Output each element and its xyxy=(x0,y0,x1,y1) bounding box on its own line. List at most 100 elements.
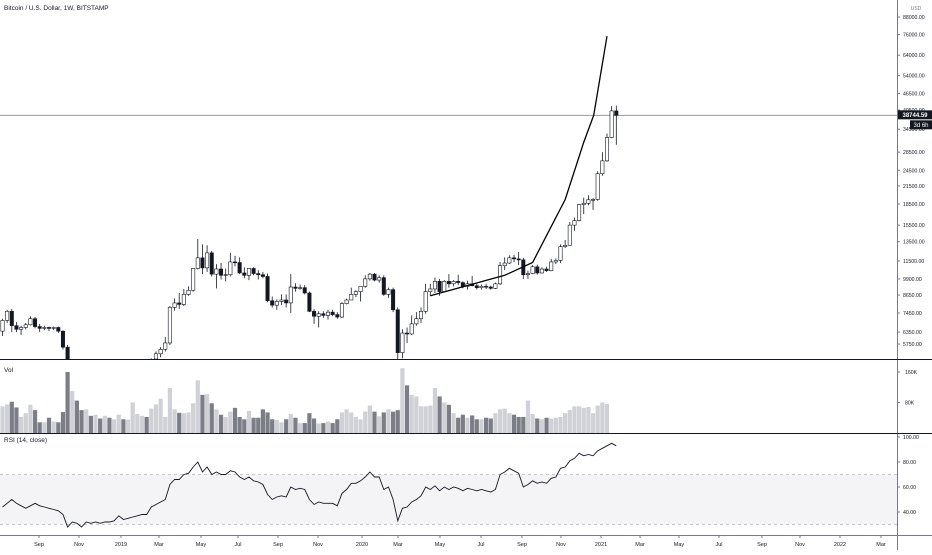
candle-body xyxy=(37,326,42,329)
candle-body xyxy=(163,342,168,350)
candle-body xyxy=(409,323,414,335)
candle-body xyxy=(572,220,577,226)
candle xyxy=(172,298,177,311)
candle xyxy=(335,312,340,319)
candle xyxy=(558,244,563,264)
candle xyxy=(65,345,70,360)
candle xyxy=(498,261,503,286)
candle-body xyxy=(423,291,428,312)
volume-bar xyxy=(177,412,182,433)
candle xyxy=(33,317,38,329)
candle xyxy=(205,245,210,272)
candle-body xyxy=(456,281,461,283)
candle-body xyxy=(614,110,619,116)
volume-bar xyxy=(205,394,210,433)
chart-title[interactable]: Bitcoin / U.S. Dollar, 1W, BITSTAMP xyxy=(4,5,109,12)
volume-bar xyxy=(232,407,238,433)
volume-bar xyxy=(153,404,159,433)
last-price-badge: 38744.59 3d 6h xyxy=(898,110,932,130)
volume-bar xyxy=(158,398,163,433)
volume-bar xyxy=(102,415,107,433)
volume-bar xyxy=(325,421,331,433)
candle xyxy=(284,294,289,308)
price-tick-label: 28500.00 xyxy=(903,150,925,156)
candle-body xyxy=(60,330,65,348)
volume-bar xyxy=(353,416,358,433)
volume-bar xyxy=(270,419,275,433)
candle xyxy=(604,133,609,162)
candle-body xyxy=(223,274,228,276)
time-tick-label: Mar xyxy=(635,542,645,548)
trend-line[interactable] xyxy=(430,36,608,297)
rsi-tick-label: 100.00 xyxy=(903,435,919,441)
candle-body xyxy=(525,273,530,276)
candle-body xyxy=(507,257,512,264)
volume-bar xyxy=(32,410,38,433)
volume-bar xyxy=(260,409,265,433)
candle-body xyxy=(270,300,275,306)
candle-body xyxy=(381,277,386,295)
candle-body xyxy=(195,257,200,269)
price-tick-label: 46500.00 xyxy=(903,91,925,97)
candle-body xyxy=(153,353,158,360)
candle-body xyxy=(428,288,433,292)
price-tick-label: 7450.00 xyxy=(903,311,922,317)
volume-bar xyxy=(19,416,24,433)
time-tick-label: 2020 xyxy=(356,542,368,548)
candle-body xyxy=(400,332,405,353)
candle-body xyxy=(42,327,47,329)
volume-bar xyxy=(116,414,121,433)
candle-body xyxy=(298,287,303,289)
volume-bar xyxy=(549,418,554,433)
candle-body xyxy=(567,224,572,246)
candle xyxy=(349,287,354,301)
candle xyxy=(200,244,205,275)
candle xyxy=(409,315,414,335)
trend-lines[interactable] xyxy=(430,36,608,297)
volume-bar xyxy=(163,416,168,433)
volume-bar xyxy=(14,407,19,433)
candle-body xyxy=(186,289,191,295)
candle-body xyxy=(535,266,540,274)
candle xyxy=(507,255,512,265)
rsi-axis-ticks: 100.00 80.00 60.00 40.00 xyxy=(897,435,919,516)
candle-body xyxy=(563,245,568,247)
volume-bar xyxy=(363,411,368,433)
volume-bar xyxy=(423,406,428,433)
volume-tick-label: 80K xyxy=(905,401,915,407)
candle xyxy=(381,275,386,296)
volume-bar xyxy=(256,417,261,433)
volume-bar xyxy=(460,414,465,433)
volume-bar xyxy=(409,394,414,433)
candle xyxy=(246,267,251,281)
candle-body xyxy=(219,268,224,276)
volume-bar xyxy=(437,396,442,433)
volume-bar xyxy=(88,415,93,433)
candle xyxy=(595,171,600,201)
volume-bars xyxy=(0,368,610,433)
volume-bar xyxy=(242,419,247,433)
volume-bar xyxy=(493,413,498,433)
price-tick-label: 88000.00 xyxy=(903,15,925,21)
candle xyxy=(0,318,5,336)
price-tick-label: 18500.00 xyxy=(903,202,925,208)
volume-bar xyxy=(339,412,345,433)
candle xyxy=(553,258,558,265)
candle-body xyxy=(358,286,363,292)
volume-bar xyxy=(130,402,135,433)
candle xyxy=(42,325,47,331)
candle xyxy=(428,283,433,296)
candle xyxy=(23,323,28,330)
volume-axis-ticks: 160K 80K xyxy=(897,370,918,407)
candle-body xyxy=(167,307,172,344)
candle-body xyxy=(372,273,377,281)
volume-bar xyxy=(558,416,563,433)
candle-body xyxy=(172,302,177,308)
volume-bar xyxy=(167,388,172,433)
rsi-label[interactable]: RSI (14, close) xyxy=(4,437,47,444)
volume-bar xyxy=(298,423,303,433)
volume-label[interactable]: Vol xyxy=(4,367,14,374)
volume-bar xyxy=(488,418,493,433)
volume-bar xyxy=(349,412,354,433)
candle xyxy=(14,322,19,333)
